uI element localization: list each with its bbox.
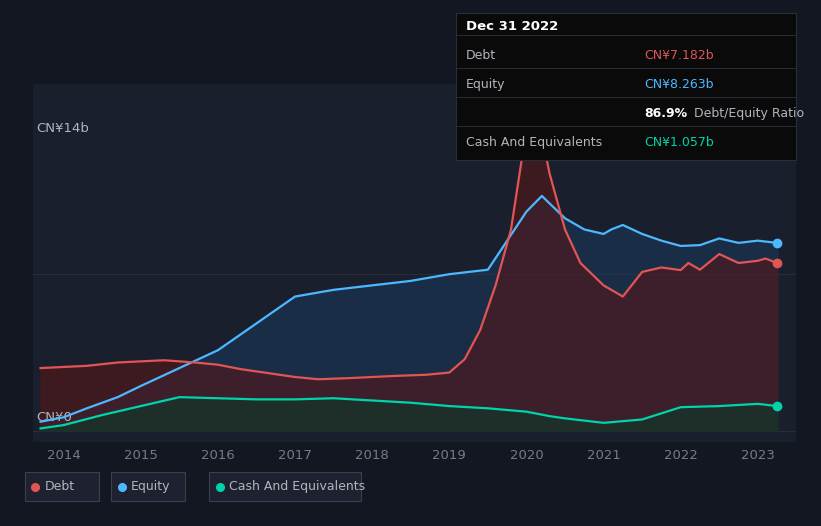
Text: Debt: Debt (466, 49, 496, 62)
Text: Equity: Equity (131, 480, 170, 493)
Text: Dec 31 2022: Dec 31 2022 (466, 20, 557, 33)
Text: Debt/Equity Ratio: Debt/Equity Ratio (694, 107, 804, 119)
Text: CN¥14b: CN¥14b (37, 122, 89, 135)
Text: CN¥8.263b: CN¥8.263b (644, 78, 714, 90)
Text: Debt: Debt (44, 480, 75, 493)
Text: 86.9%: 86.9% (644, 107, 688, 119)
Text: Cash And Equivalents: Cash And Equivalents (466, 136, 602, 148)
Text: CN¥1.057b: CN¥1.057b (644, 136, 714, 148)
Text: Equity: Equity (466, 78, 505, 90)
Text: CN¥0: CN¥0 (37, 411, 72, 424)
Text: Cash And Equivalents: Cash And Equivalents (229, 480, 365, 493)
Text: CN¥7.182b: CN¥7.182b (644, 49, 714, 62)
